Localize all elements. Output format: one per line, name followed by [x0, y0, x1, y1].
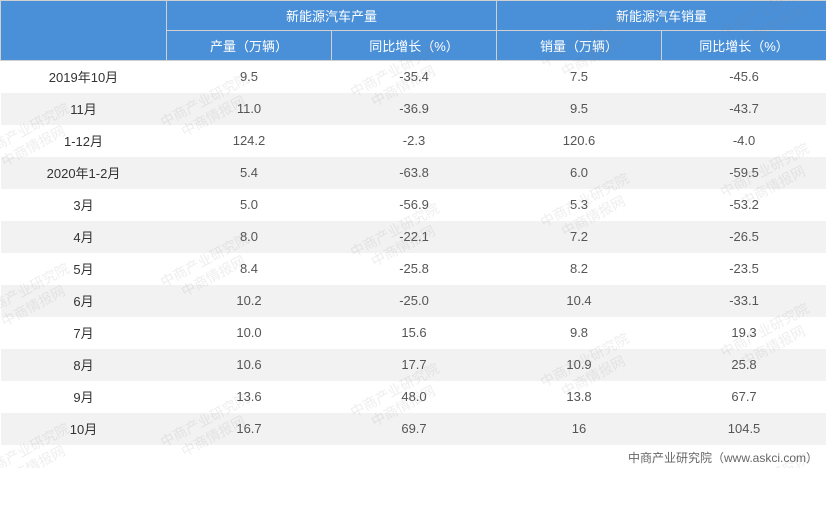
period-cell: 2020年1-2月: [1, 157, 167, 189]
sale-yoy-cell: -4.0: [662, 125, 826, 157]
period-cell: 2019年10月: [1, 61, 167, 93]
sale-yoy-cell: 67.7: [662, 381, 826, 413]
sale-vol-cell: 7.2: [497, 221, 662, 253]
header-blank: [1, 1, 167, 61]
period-cell: 11月: [1, 93, 167, 125]
period-cell: 1-12月: [1, 125, 167, 157]
period-cell: 8月: [1, 349, 167, 381]
period-cell: 4月: [1, 221, 167, 253]
sale-yoy-cell: -23.5: [662, 253, 826, 285]
sale-vol-cell: 13.8: [497, 381, 662, 413]
table-row: 1-12月124.2-2.3120.6-4.0: [1, 125, 826, 157]
header-production: 新能源汽车产量: [167, 1, 497, 31]
prod-yoy-cell: 48.0: [332, 381, 497, 413]
prod-vol-cell: 11.0: [167, 93, 332, 125]
table-header: 新能源汽车产量 新能源汽车销量 产量（万辆） 同比增长（%） 销量（万辆） 同比…: [1, 1, 826, 61]
table-row: 7月10.015.69.819.3: [1, 317, 826, 349]
prod-vol-cell: 8.0: [167, 221, 332, 253]
sale-vol-cell: 10.9: [497, 349, 662, 381]
table-row: 10月16.769.716104.5: [1, 413, 826, 445]
table-container: 中商产业研究院中商情报网中商产业研究院中商情报网中商产业研究院中商情报网中商产业…: [0, 0, 826, 468]
table-row: 2020年1-2月5.4-63.86.0-59.5: [1, 157, 826, 189]
prod-yoy-cell: 69.7: [332, 413, 497, 445]
prod-yoy-cell: -35.4: [332, 61, 497, 93]
sale-yoy-cell: 104.5: [662, 413, 826, 445]
header-prod-vol: 产量（万辆）: [167, 31, 332, 61]
period-cell: 6月: [1, 285, 167, 317]
table-row: 5月8.4-25.88.2-23.5: [1, 253, 826, 285]
sale-yoy-cell: -53.2: [662, 189, 826, 221]
sale-vol-cell: 120.6: [497, 125, 662, 157]
period-cell: 3月: [1, 189, 167, 221]
header-sales: 新能源汽车销量: [497, 1, 826, 31]
prod-vol-cell: 5.0: [167, 189, 332, 221]
period-cell: 7月: [1, 317, 167, 349]
sale-yoy-cell: -43.7: [662, 93, 826, 125]
header-sale-yoy: 同比增长（%）: [662, 31, 826, 61]
sale-vol-cell: 10.4: [497, 285, 662, 317]
data-table: 新能源汽车产量 新能源汽车销量 产量（万辆） 同比增长（%） 销量（万辆） 同比…: [0, 0, 826, 445]
prod-yoy-cell: -25.8: [332, 253, 497, 285]
header-prod-yoy: 同比增长（%）: [332, 31, 497, 61]
sale-vol-cell: 9.8: [497, 317, 662, 349]
prod-yoy-cell: 17.7: [332, 349, 497, 381]
table-body: 2019年10月9.5-35.47.5-45.611月11.0-36.99.5-…: [1, 61, 826, 445]
prod-vol-cell: 5.4: [167, 157, 332, 189]
period-cell: 5月: [1, 253, 167, 285]
table-row: 8月10.617.710.925.8: [1, 349, 826, 381]
sale-vol-cell: 7.5: [497, 61, 662, 93]
prod-vol-cell: 13.6: [167, 381, 332, 413]
table-row: 2019年10月9.5-35.47.5-45.6: [1, 61, 826, 93]
period-cell: 10月: [1, 413, 167, 445]
prod-yoy-cell: -22.1: [332, 221, 497, 253]
sale-vol-cell: 9.5: [497, 93, 662, 125]
prod-vol-cell: 8.4: [167, 253, 332, 285]
prod-vol-cell: 10.2: [167, 285, 332, 317]
table-row: 3月5.0-56.95.3-53.2: [1, 189, 826, 221]
prod-yoy-cell: -36.9: [332, 93, 497, 125]
prod-vol-cell: 16.7: [167, 413, 332, 445]
period-cell: 9月: [1, 381, 167, 413]
table-row: 9月13.648.013.867.7: [1, 381, 826, 413]
prod-vol-cell: 10.0: [167, 317, 332, 349]
header-sale-vol: 销量（万辆）: [497, 31, 662, 61]
sale-yoy-cell: -45.6: [662, 61, 826, 93]
sale-yoy-cell: 19.3: [662, 317, 826, 349]
header-row-1: 新能源汽车产量 新能源汽车销量: [1, 1, 826, 31]
sale-yoy-cell: 25.8: [662, 349, 826, 381]
sale-yoy-cell: -33.1: [662, 285, 826, 317]
prod-vol-cell: 124.2: [167, 125, 332, 157]
prod-vol-cell: 10.6: [167, 349, 332, 381]
table-row: 4月8.0-22.17.2-26.5: [1, 221, 826, 253]
prod-yoy-cell: -2.3: [332, 125, 497, 157]
table-row: 6月10.2-25.010.4-33.1: [1, 285, 826, 317]
table-row: 11月11.0-36.99.5-43.7: [1, 93, 826, 125]
footnote: 中商产业研究院（www.askci.com）: [0, 445, 826, 468]
prod-vol-cell: 9.5: [167, 61, 332, 93]
prod-yoy-cell: -63.8: [332, 157, 497, 189]
prod-yoy-cell: 15.6: [332, 317, 497, 349]
sale-vol-cell: 5.3: [497, 189, 662, 221]
prod-yoy-cell: -56.9: [332, 189, 497, 221]
sale-yoy-cell: -59.5: [662, 157, 826, 189]
prod-yoy-cell: -25.0: [332, 285, 497, 317]
sale-vol-cell: 16: [497, 413, 662, 445]
sale-vol-cell: 8.2: [497, 253, 662, 285]
sale-yoy-cell: -26.5: [662, 221, 826, 253]
sale-vol-cell: 6.0: [497, 157, 662, 189]
